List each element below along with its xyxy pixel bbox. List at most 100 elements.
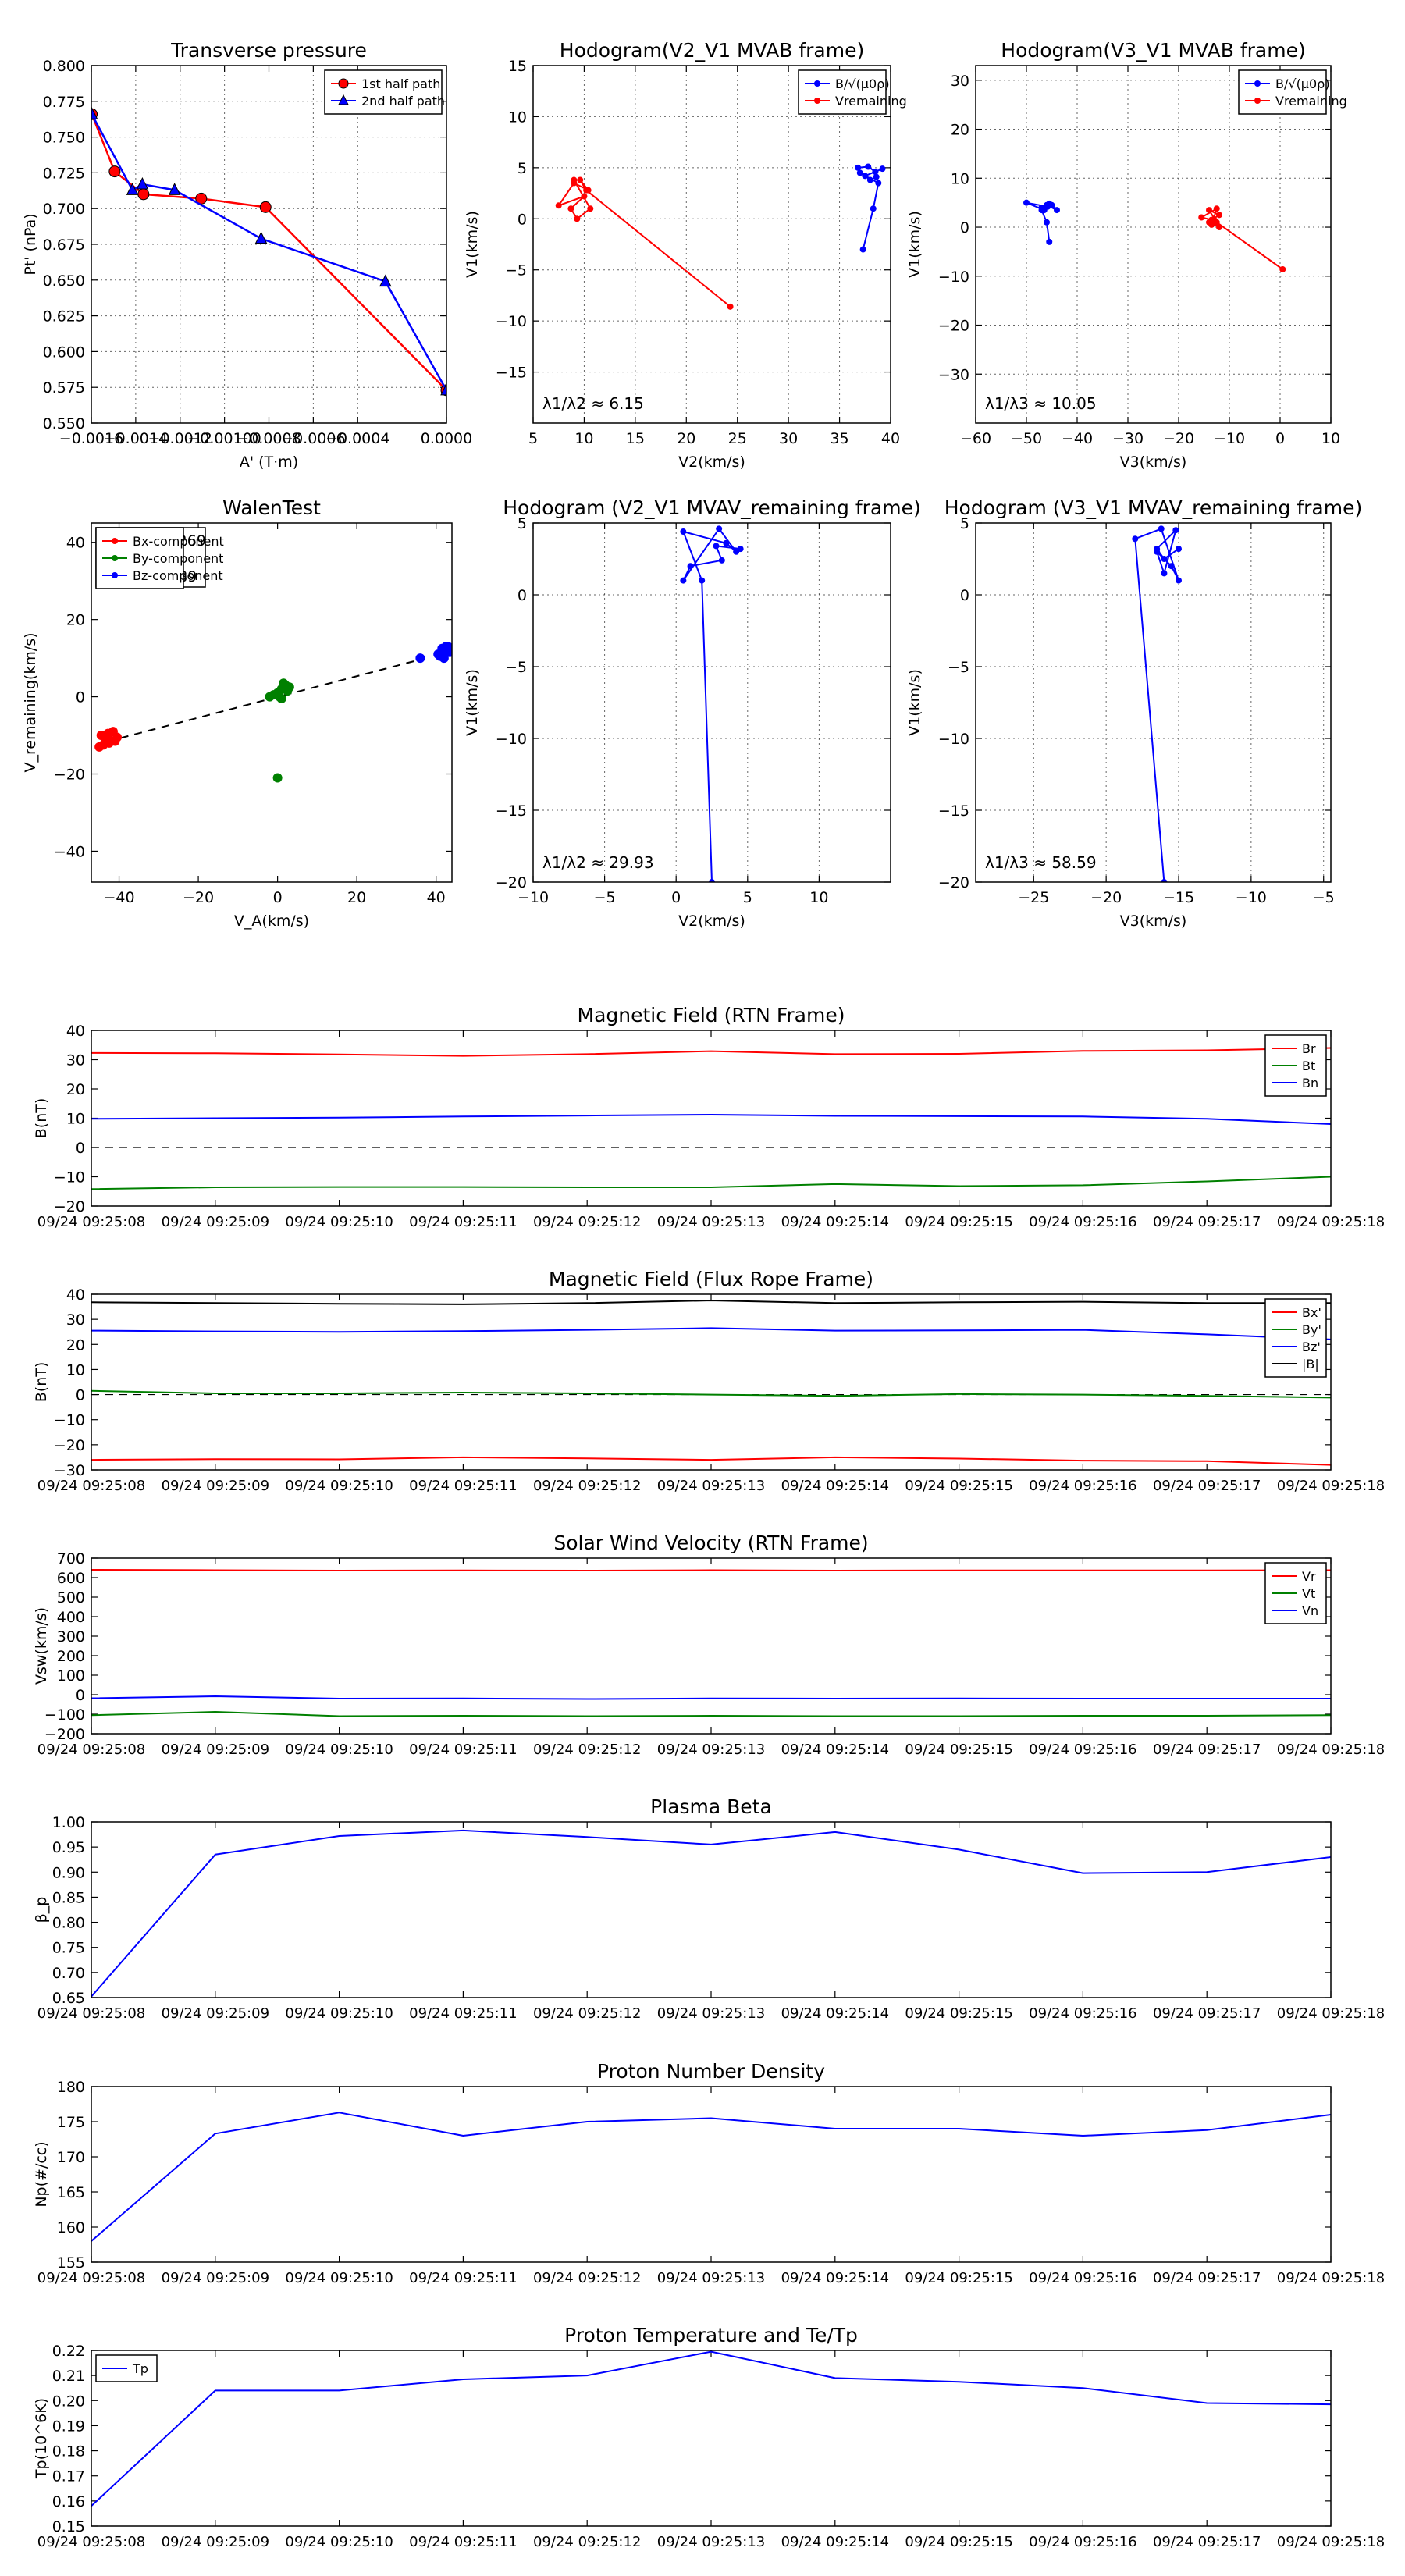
chart-walen-test: WalenTest −40 −20 0 20 40 −40 −20 0 20 40 V_A(km/s)… xyxy=(22,496,453,930)
series-by- xyxy=(91,1389,1331,1399)
chart-title: Hodogram(V3_V1 MVAB frame) xyxy=(1001,39,1305,62)
y-axis-label: V1(km/s) xyxy=(464,669,481,736)
x-tick-label: 09/24 09:25:17 xyxy=(1153,2005,1261,2022)
series-bz- xyxy=(91,1327,1331,1340)
chart-title: Magnetic Field (RTN Frame) xyxy=(578,1004,845,1026)
data-point xyxy=(1168,563,1175,570)
y-tick-label: 0.75 xyxy=(52,1940,85,1957)
plot-frame xyxy=(91,522,453,883)
data-point xyxy=(110,736,120,746)
legend-label: Vremaining xyxy=(835,94,907,109)
data-point xyxy=(279,678,289,688)
x-tick-label: 09/24 09:25:09 xyxy=(162,1214,269,1230)
x-tick-label: −0.0006 xyxy=(281,430,345,447)
y-tick-label: 40 xyxy=(66,535,85,552)
legend-label: Vt xyxy=(1302,1586,1315,1601)
legend-label: Bn xyxy=(1302,1076,1318,1091)
plot-area xyxy=(94,642,452,783)
y-tick-label: 0.17 xyxy=(52,2468,85,2485)
y-axis-label: B(nT) xyxy=(33,1362,50,1403)
series-line xyxy=(682,528,741,882)
x-axis-label: V3(km/s) xyxy=(1120,454,1187,471)
y-tick-label: 0 xyxy=(518,587,527,604)
chart-solar-wind-velocity: Solar Wind Velocity (RTN Frame)09/24 09:… xyxy=(33,1532,1385,1758)
plot-frame xyxy=(975,65,1332,424)
data-point xyxy=(415,653,425,664)
data-point xyxy=(709,879,715,882)
x-tick-label: 09/24 09:25:09 xyxy=(162,2005,269,2022)
chart-hodogram-v3-v1-mvav: Hodogram (V3_V1 MVAV_remaining frame) −25… xyxy=(906,496,1362,930)
chart-hodogram-v2-v1-mvav: Hodogram (V2_V1 MVAV_remaining frame)−10… xyxy=(464,496,921,930)
x-tick-label: −10 xyxy=(518,889,549,906)
y-tick-label: 0.700 xyxy=(43,201,85,218)
series-line xyxy=(91,2112,1331,2242)
x-tick-label: 09/24 09:25:18 xyxy=(1277,2270,1385,2286)
x-tick-label: 09/24 09:25:09 xyxy=(162,1478,269,1494)
x-tick-label: 09/24 09:25:08 xyxy=(37,1214,145,1230)
x-tick-label: 09/24 09:25:10 xyxy=(285,2270,393,2286)
x-tick-label: −25 xyxy=(1018,889,1049,906)
data-point xyxy=(872,169,879,176)
plot-area xyxy=(91,1047,1331,1190)
x-tick-label: 09/24 09:25:16 xyxy=(1029,1478,1136,1494)
x-tick-label: −0.00100 xyxy=(187,430,261,447)
legend-marker xyxy=(338,94,349,105)
eigen-ratio-annotation: λ1/λ2 ≈ 6.15 xyxy=(542,394,644,413)
x-tick-label: 09/24 09:25:16 xyxy=(1029,1214,1136,1230)
data-point xyxy=(727,303,734,310)
x-tick-label: −20 xyxy=(183,889,214,906)
x-axis-label: V3(km/s) xyxy=(1120,913,1187,930)
y-tick-label: −20 xyxy=(54,1198,85,1215)
legend-label: B/√(μ0ρ) xyxy=(1275,76,1330,91)
data-point xyxy=(1279,265,1286,272)
y-tick-label: −30 xyxy=(54,1462,85,1479)
legend-marker xyxy=(814,98,820,104)
axis-ticks: 09/24 09:25:08 09/24 09:25:09 09/24 09:25:… xyxy=(37,1286,1385,1494)
x-tick-label: 09/24 09:25:17 xyxy=(1153,1478,1261,1494)
y-axis-label: V1(km/s) xyxy=(464,211,481,278)
series-bx-component xyxy=(94,727,122,752)
legend-label: |B| xyxy=(1302,1357,1319,1372)
legend-marker xyxy=(112,555,118,561)
series-line xyxy=(91,1327,1331,1340)
y-tick-label: −20 xyxy=(496,874,527,891)
chart-title: Hodogram (V3_V1 MVAV_remaining frame) xyxy=(944,496,1363,519)
data-point xyxy=(873,173,880,180)
y-tick-label: 0.19 xyxy=(52,2418,85,2435)
y-tick-label: 0.625 xyxy=(43,308,85,326)
y-tick-label: 0 xyxy=(76,1140,85,1157)
series--b- xyxy=(91,1300,1331,1305)
legend-marker xyxy=(814,80,820,87)
chart-magnetic-field-flux-rope: Magnetic Field (Flux Rope Frame)09/24 09… xyxy=(33,1268,1385,1494)
fit-line xyxy=(107,657,425,742)
y-tick-label: 10 xyxy=(66,1361,85,1379)
x-tick-label: 5 xyxy=(528,430,538,447)
x-tick-label: 10 xyxy=(1321,430,1340,447)
x-tick-label: 09/24 09:25:15 xyxy=(905,2270,1012,2286)
x-tick-label: 40 xyxy=(881,430,900,447)
x-tick-label: 09/24 09:25:14 xyxy=(781,1214,889,1230)
x-tick-label: 09/24 09:25:18 xyxy=(1277,2534,1385,2550)
series-line xyxy=(91,1829,1331,1998)
axis-ticks: 5 10 15 20 25 30 35 40 −15 −10 −5 0 5 10 15 xyxy=(496,58,900,447)
data-point xyxy=(137,188,150,201)
chart-hodogram-v3-v1-mvab: Hodogram(V3_V1 MVAB frame) −60 −50 −40 −30 −2… xyxy=(906,39,1347,471)
y-tick-label: 180 xyxy=(57,2079,85,2096)
x-tick-label: −20 xyxy=(1090,889,1122,906)
y-tick-label: 0.90 xyxy=(52,1864,85,1881)
x-tick-label: −15 xyxy=(1163,889,1194,906)
y-axis-label: Pt' (nPa) xyxy=(22,213,39,275)
y-tick-label: 0 xyxy=(960,219,969,237)
data-point xyxy=(379,274,392,287)
data-point xyxy=(1161,570,1168,577)
y-tick-label: 600 xyxy=(57,1570,85,1587)
chart-title: Magnetic Field (Flux Rope Frame) xyxy=(549,1268,873,1290)
chart-magnetic-field-rtn: Magnetic Field (RTN Frame) 09/24 09:25:08… xyxy=(33,1004,1385,1230)
y-tick-label: −5 xyxy=(505,659,527,676)
x-tick-label: 09/24 09:25:10 xyxy=(285,2534,393,2550)
y-tick-label: 700 xyxy=(57,1550,85,1567)
series-2nd-half-path xyxy=(91,107,446,396)
legend-label: By-component xyxy=(133,551,223,566)
